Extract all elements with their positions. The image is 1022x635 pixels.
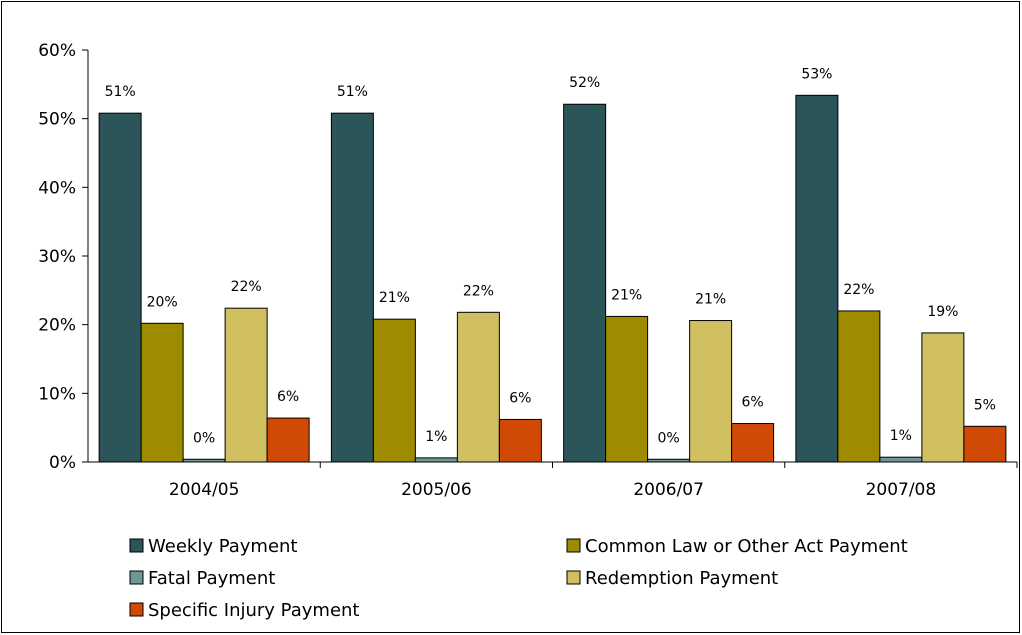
legend-label: Redemption Payment xyxy=(585,568,778,589)
x-category-label: 2007/08 xyxy=(866,480,937,500)
data-label: 6% xyxy=(277,389,299,405)
legend-swatch xyxy=(129,538,144,553)
axes: 0% 10% 20% 30% 40% 50% 60% 2004/05 2005/06 2006/0… xyxy=(38,41,1018,500)
y-tick-label: 40% xyxy=(38,178,76,198)
legend-label: Weekly Payment xyxy=(148,536,298,557)
data-label: 21% xyxy=(379,290,410,306)
bar[interactable] xyxy=(266,417,310,463)
legend-label: Fatal Payment xyxy=(148,568,275,589)
legend-item[interactable]: Weekly Payment xyxy=(129,536,298,557)
data-label: 19% xyxy=(927,304,958,320)
data-label: 51% xyxy=(337,84,368,100)
y-tick-label: 0% xyxy=(49,453,76,473)
data-label: 21% xyxy=(695,292,726,308)
bar[interactable] xyxy=(224,307,268,463)
data-label: 20% xyxy=(147,294,178,310)
bar[interactable] xyxy=(837,310,881,463)
data-label: 5% xyxy=(974,397,996,413)
bar[interactable] xyxy=(647,458,691,463)
bar[interactable] xyxy=(182,458,226,463)
y-tick-label: 30% xyxy=(38,247,76,267)
legend-swatch xyxy=(566,538,581,553)
data-label: 6% xyxy=(509,390,531,406)
legend-swatch xyxy=(129,602,144,617)
data-label: 21% xyxy=(611,287,642,303)
legend: Weekly Payment Common Law or Other Act Pa… xyxy=(129,536,908,621)
bar[interactable] xyxy=(414,457,458,463)
legend-swatch xyxy=(129,570,144,585)
bar[interactable] xyxy=(330,112,374,463)
bar[interactable] xyxy=(795,94,839,463)
bar[interactable] xyxy=(963,425,1007,463)
bar[interactable] xyxy=(689,320,733,463)
legend-item[interactable]: Specific Injury Payment xyxy=(129,600,359,621)
bars xyxy=(98,94,1007,463)
y-tick-label: 60% xyxy=(38,41,76,61)
x-category-label: 2006/07 xyxy=(633,480,704,500)
data-label: 1% xyxy=(425,429,447,445)
x-category-label: 2004/05 xyxy=(169,480,240,500)
bar[interactable] xyxy=(372,318,416,463)
data-label: 52% xyxy=(569,75,600,91)
data-label: 22% xyxy=(463,283,494,299)
data-labels: 51% 20% 0% 22% 6% 51% 21% 1% 22% 6% 52% 21% 0% 21% 6% 5… xyxy=(105,66,996,446)
y-tick-label: 50% xyxy=(38,110,76,130)
data-label: 0% xyxy=(658,430,680,446)
y-tick-label: 10% xyxy=(38,384,76,404)
data-label: 22% xyxy=(231,279,262,295)
data-label: 1% xyxy=(890,428,912,444)
legend-label: Common Law or Other Act Payment xyxy=(585,536,908,557)
bar[interactable] xyxy=(731,423,775,463)
bar[interactable] xyxy=(140,322,184,463)
legend-item[interactable]: Redemption Payment xyxy=(566,568,778,589)
legend-item[interactable]: Common Law or Other Act Payment xyxy=(566,536,908,557)
x-category-label: 2005/06 xyxy=(401,480,472,500)
data-label: 51% xyxy=(105,84,136,100)
bar[interactable] xyxy=(498,418,542,463)
bar[interactable] xyxy=(921,332,965,463)
data-label: 53% xyxy=(801,66,832,82)
legend-item[interactable]: Fatal Payment xyxy=(129,568,275,589)
legend-label: Specific Injury Payment xyxy=(148,600,359,621)
y-tick-label: 20% xyxy=(38,316,76,336)
bar[interactable] xyxy=(98,112,142,463)
bar[interactable] xyxy=(456,311,500,463)
bar[interactable] xyxy=(879,456,923,463)
data-label: 6% xyxy=(742,395,764,411)
bar[interactable] xyxy=(563,103,607,463)
legend-swatch xyxy=(566,570,581,585)
bar[interactable] xyxy=(605,315,649,463)
data-label: 22% xyxy=(843,282,874,298)
data-label: 0% xyxy=(193,430,215,446)
